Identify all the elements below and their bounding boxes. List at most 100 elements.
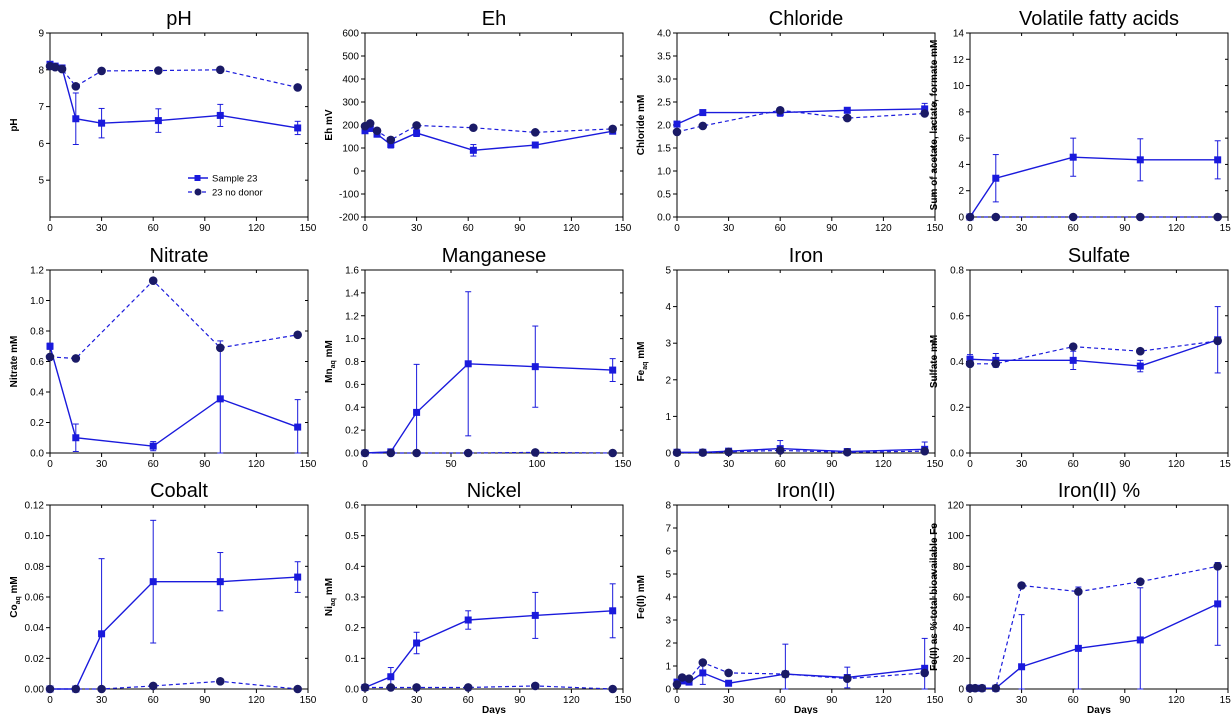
y-tick-label: 200 <box>342 121 359 132</box>
y-tick-label: 0.0 <box>950 449 964 460</box>
x-tick-label: 30 <box>411 223 423 234</box>
y-axis-label-iron-ii: Fe(II) mM <box>636 575 647 619</box>
y-axis-label-ph: pH <box>9 118 20 131</box>
y-tick-label: 1.0 <box>345 334 359 345</box>
y-tick-label: 3 <box>665 616 671 627</box>
x-tick-label: 90 <box>514 223 526 234</box>
y-tick-label: 0.0 <box>345 685 359 696</box>
series-line-no-donor <box>676 109 925 133</box>
y-tick-label: 4 <box>958 160 964 171</box>
data-point-circle <box>215 65 225 75</box>
data-point-circle <box>677 673 687 682</box>
y-tick-label: 5 <box>665 266 671 277</box>
x-tick-label: 90 <box>199 459 211 470</box>
plot-frame <box>969 32 1229 218</box>
data-point-circle <box>991 212 1001 222</box>
data-point-square <box>216 395 224 403</box>
x-tick-label: 90 <box>199 695 211 706</box>
x-tick-label: 30 <box>723 223 735 234</box>
data-point-circle <box>965 212 975 222</box>
y-tick-label: 14 <box>953 29 965 40</box>
data-point-square <box>699 109 707 117</box>
data-point-square <box>294 423 302 431</box>
x-tick-label: 0 <box>47 459 53 470</box>
y-tick-label: -100 <box>339 190 359 201</box>
data-point-square <box>387 141 395 149</box>
series-line-sample-23 <box>364 127 613 152</box>
data-point-circle <box>360 683 370 692</box>
data-point-circle <box>154 66 163 75</box>
chart-nickel: Nickel 0 30 60 90 120 150 0.0 0.1 0.2 0.3 0.4 0.5 0.6… <box>345 480 632 716</box>
x-tick-label: 0 <box>362 695 368 706</box>
x-tick-label: 120 <box>875 223 892 234</box>
y-axis-label-volatile-fatty-acids: Sum of acetate, lactate, formate mM <box>929 40 940 211</box>
y-tick-label: 0.6 <box>345 501 359 512</box>
x-tick-label: 30 <box>96 459 108 470</box>
y-tick-label: 7 <box>38 102 44 113</box>
y-axis-label-eh: Eh mV <box>324 109 335 140</box>
y-tick-label: 3.0 <box>657 75 671 86</box>
y-tick-label: 0 <box>353 167 359 178</box>
chart-iron: Iron 0 30 60 90 120 150 0 1 2 3 4 5 <box>665 245 943 470</box>
x-tick-label: 30 <box>723 695 735 706</box>
y-tick-label: 5 <box>38 176 44 187</box>
chart-title: Nitrate <box>150 245 209 267</box>
x-tick-label: 150 <box>615 223 632 234</box>
data-point-circle <box>608 448 617 458</box>
y-tick-label: 100 <box>342 144 359 155</box>
y-tick-label: 0 <box>958 685 964 696</box>
data-point-square <box>609 607 617 615</box>
y-tick-label: 0.2 <box>30 418 44 429</box>
x-tick-label: 90 <box>1119 459 1131 470</box>
chart-volatile-fatty-acids: Volatile fatty acids 0 30 60 90 120 150 0 2 4 6 8 10… <box>953 8 1231 234</box>
chart-title: Sulfate <box>1068 245 1130 267</box>
data-point-circle <box>365 119 375 128</box>
data-point-circle <box>463 448 473 458</box>
x-tick-label: 120 <box>875 459 892 470</box>
chart-iron-ii: Iron(II) 0 30 60 90 120 150 0 1 2 3 4 5 6 7 8 Days <box>665 480 943 716</box>
x-tick-label: 0 <box>47 223 53 234</box>
y-tick-label: 0.4 <box>345 562 359 573</box>
x-tick-label: 90 <box>199 223 211 234</box>
y-tick-label: 0.4 <box>345 403 359 414</box>
data-point-square <box>1074 644 1082 652</box>
y-tick-label: 20 <box>953 654 965 665</box>
y-tick-label: 4.0 <box>657 29 671 40</box>
y-tick-label: 1.5 <box>657 144 671 155</box>
data-point-circle <box>293 83 302 92</box>
data-point-square <box>531 363 539 371</box>
data-point-circle <box>1135 212 1145 222</box>
data-point-circle <box>1213 562 1222 571</box>
data-point-circle <box>463 683 473 692</box>
plot-frame <box>676 504 936 690</box>
data-point-square <box>921 664 929 672</box>
y-tick-label: 6 <box>665 547 671 558</box>
x-tick-label: 90 <box>826 223 838 234</box>
y-tick-label: 4 <box>665 302 671 313</box>
y-tick-label: 300 <box>342 98 359 109</box>
y-axis-label-iron: Feaq mM <box>636 342 649 382</box>
x-tick-label: 150 <box>1220 695 1231 706</box>
y-tick-label: 0.04 <box>25 623 45 634</box>
y-tick-label: 0.10 <box>25 531 45 542</box>
x-tick-label: 60 <box>775 223 787 234</box>
plot-frame <box>364 504 624 690</box>
chart-iron-ii: Iron(II) % 0 30 60 90 120 150 0 20 40 60 80 100 120 Da… <box>947 480 1231 716</box>
y-tick-label: 0.5 <box>657 190 671 201</box>
data-point-circle <box>991 683 1001 693</box>
series-line-sample-23 <box>969 156 1218 218</box>
data-point-circle <box>608 684 617 694</box>
y-axis-label-manganese: Mnaq mM <box>324 340 337 383</box>
data-point-circle <box>672 127 682 137</box>
chart-title: Eh <box>482 8 506 30</box>
x-tick-label: 60 <box>463 695 475 706</box>
y-tick-label: 1.0 <box>30 296 44 307</box>
x-tick-label: 30 <box>1016 695 1028 706</box>
y-tick-label: 2 <box>665 639 671 650</box>
chart-title: pH <box>166 8 192 30</box>
y-tick-label: 0.02 <box>25 654 45 665</box>
series-line-no-donor <box>49 279 298 360</box>
y-tick-label: 0.8 <box>345 357 359 368</box>
x-tick-label: 0 <box>362 223 368 234</box>
